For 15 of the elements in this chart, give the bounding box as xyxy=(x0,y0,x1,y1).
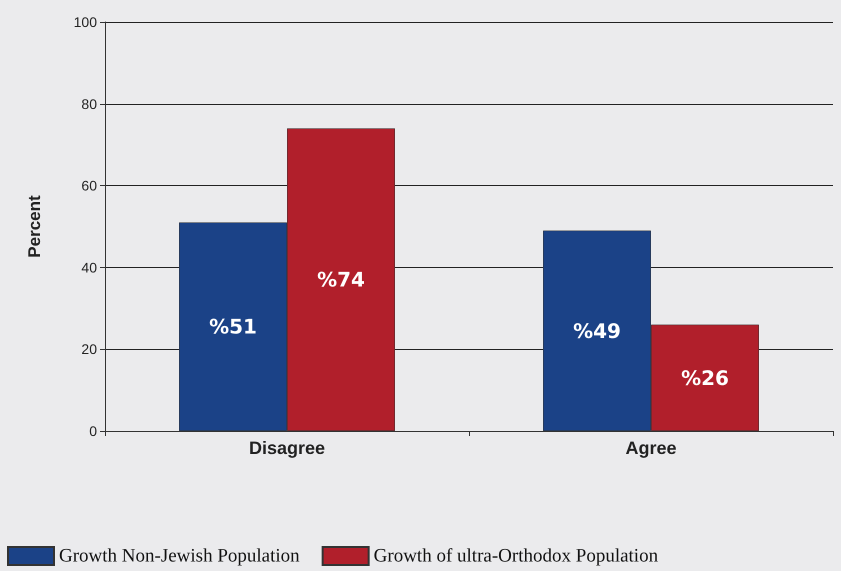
y-tick-label: 80 xyxy=(81,96,98,112)
x-tick-label: Agree xyxy=(625,438,677,458)
y-tick-label: 20 xyxy=(81,341,98,358)
y-tick-label: 60 xyxy=(81,178,98,194)
x-tick-label: Disagree xyxy=(248,438,326,458)
data-label: %49 xyxy=(573,318,621,343)
y-tick-label: 40 xyxy=(81,259,98,276)
data-label: %74 xyxy=(317,268,365,292)
legend-label: Growth of ultra-Orthodox Population xyxy=(374,546,659,566)
data-label: %51 xyxy=(209,314,257,339)
y-tick-label: 0 xyxy=(89,423,98,439)
legend-label: Growth Non-Jewish Population xyxy=(59,546,300,566)
data-label: %26 xyxy=(681,366,729,390)
y-axis-title: Percent xyxy=(25,194,44,258)
y-tick-label: 100 xyxy=(74,14,98,30)
